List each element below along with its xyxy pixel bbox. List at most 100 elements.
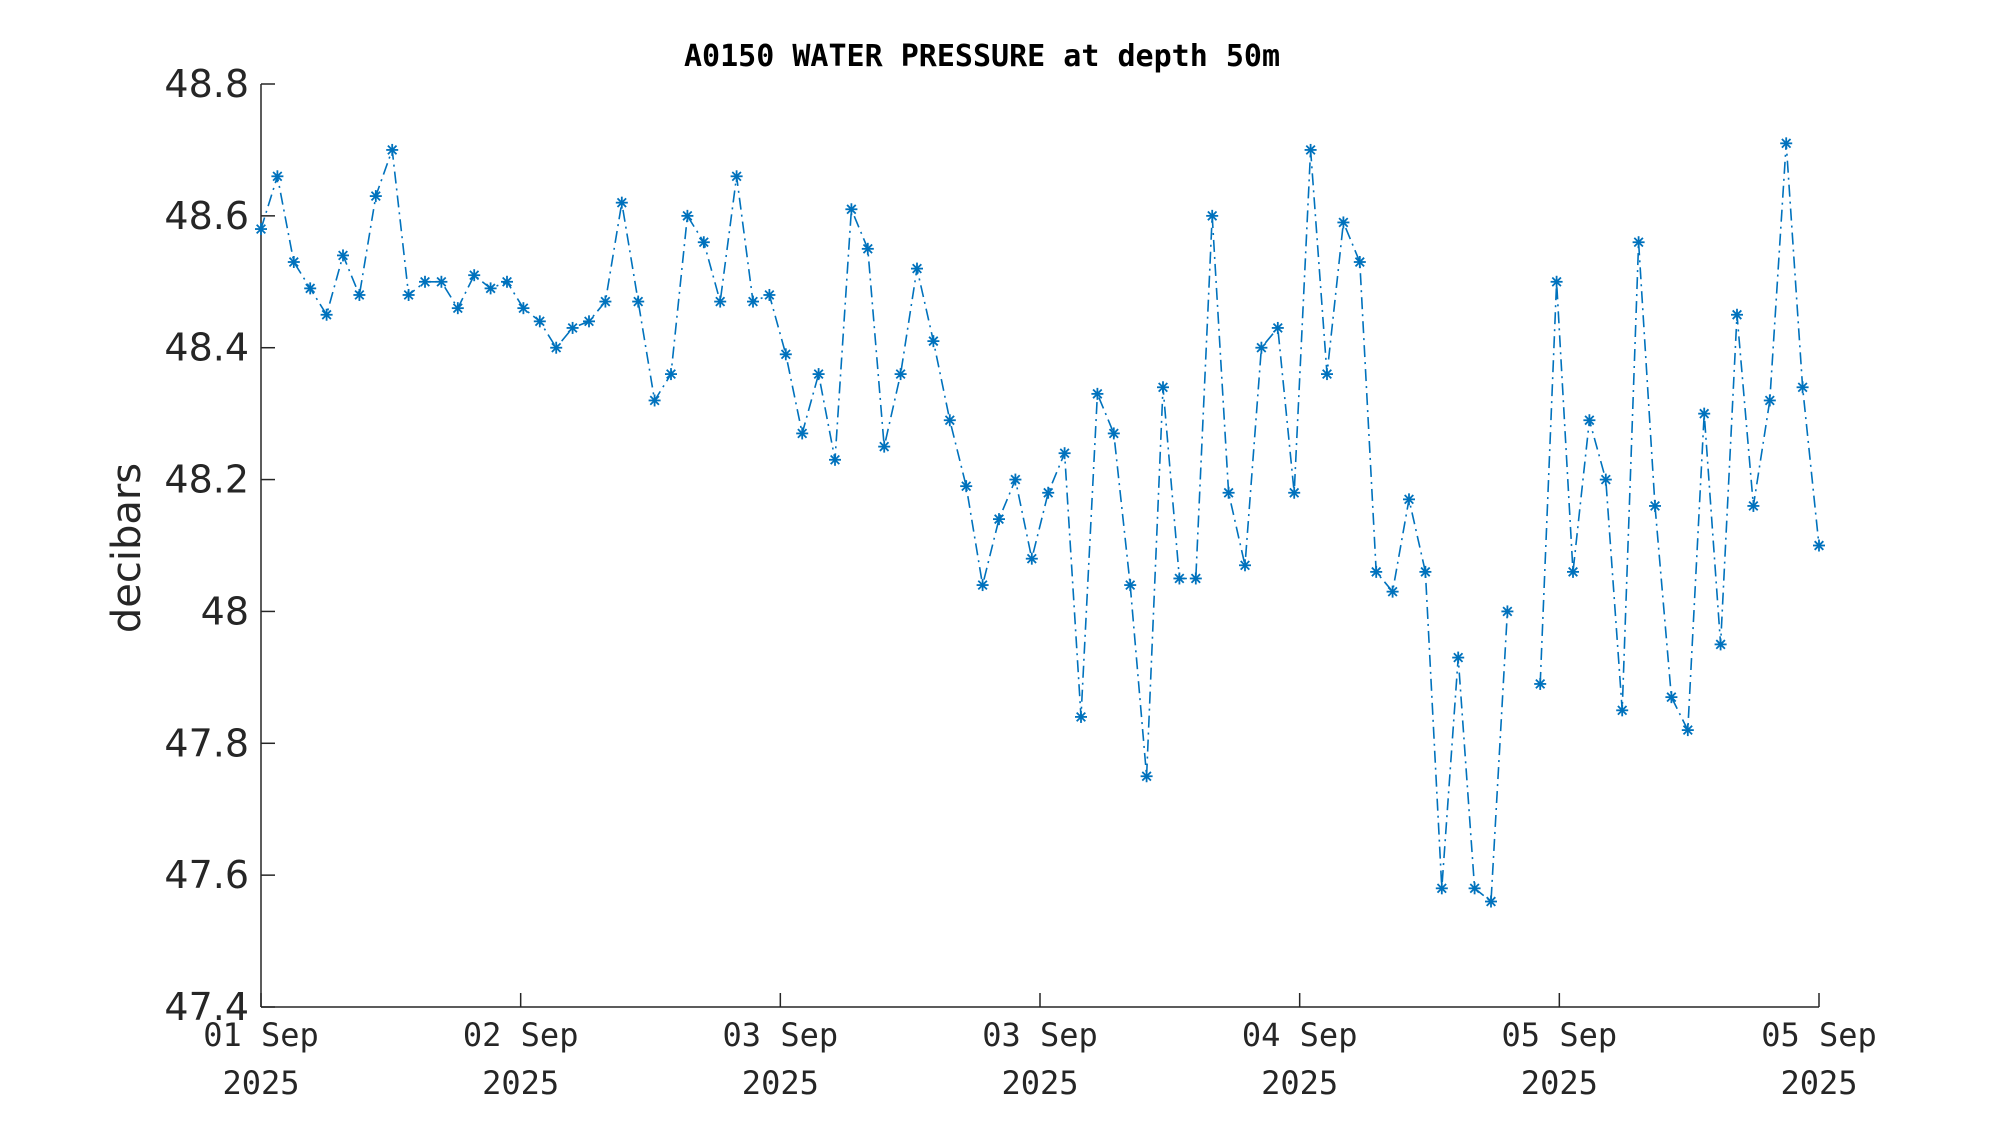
data-point-marker: [1304, 143, 1317, 156]
data-point-marker: [1534, 677, 1547, 690]
data-point-marker: [1386, 585, 1399, 598]
data-point-marker: [1501, 605, 1514, 618]
data-point-marker: [468, 269, 481, 282]
data-point-marker: [665, 368, 677, 381]
data-point-marker: [1419, 565, 1432, 578]
data-point-marker: [1239, 559, 1251, 572]
data-point-marker: [960, 480, 973, 493]
data-point-marker: [1468, 882, 1481, 895]
y-tick-label: 48: [201, 589, 249, 633]
data-point-marker: [763, 288, 776, 301]
x-tick-label-year: 2025: [742, 1064, 819, 1102]
data-point-marker: [1714, 638, 1727, 651]
y-axis-label: decibars: [104, 463, 150, 633]
data-point-marker: [1091, 387, 1104, 400]
data-point-marker: [287, 256, 300, 269]
series-line: [260, 143, 1820, 904]
data-point-marker: [615, 196, 628, 209]
x-tick-label-day: 03 Sep: [723, 1016, 839, 1054]
data-point-marker: [993, 513, 1005, 526]
data-point-marker: [1763, 394, 1776, 407]
data-point-marker: [599, 295, 612, 308]
chart-title: A0150 WATER PRESSURE at depth 50m: [684, 39, 1280, 74]
data-point-marker: [796, 427, 809, 440]
data-point-marker: [501, 275, 513, 288]
data-point-marker: [1255, 341, 1268, 354]
data-point-marker: [1222, 486, 1235, 499]
y-tick-label: 48.6: [164, 194, 249, 238]
data-point-marker: [550, 341, 563, 354]
x-tick-label-year: 2025: [1261, 1064, 1338, 1102]
data-point-marker: [697, 236, 710, 249]
data-point-marker: [747, 295, 759, 308]
data-point-marker: [304, 282, 317, 295]
x-tick-label-day: 01 Sep: [203, 1016, 319, 1054]
y-tick-label: 47.4: [164, 985, 249, 1029]
y-tick-label: 48.4: [164, 326, 249, 370]
data-point-marker: [1567, 565, 1579, 578]
data-point-marker: [533, 315, 546, 328]
data-point-marker: [845, 203, 858, 216]
data-point-marker: [1698, 407, 1711, 420]
x-tick-label-day: 03 Sep: [982, 1016, 1098, 1054]
data-point-marker: [1370, 565, 1383, 578]
data-point-marker: [1353, 256, 1366, 269]
data-point-marker: [812, 368, 825, 381]
data-point-marker: [1813, 539, 1825, 552]
y-tick-label: 48.2: [164, 458, 249, 502]
data-point-marker: [337, 249, 349, 262]
data-point-marker: [451, 302, 464, 315]
data-point-marker: [976, 579, 989, 592]
x-tick-label-year: 2025: [1521, 1064, 1598, 1102]
x-tick-label-year: 2025: [1001, 1064, 1078, 1102]
data-point-marker: [1583, 414, 1596, 427]
data-point-marker: [894, 368, 907, 381]
y-tick-label: 47.6: [164, 853, 249, 897]
data-point-marker: [419, 275, 431, 288]
data-point-marker: [517, 302, 530, 315]
data-point-marker: [1140, 770, 1153, 783]
data-point-marker: [927, 335, 940, 348]
data-point-marker: [943, 414, 956, 427]
data-point-marker: [861, 242, 874, 255]
data-point-marker: [1337, 216, 1350, 229]
data-point-marker: [386, 143, 399, 156]
data-point-marker: [1731, 308, 1743, 321]
data-point-marker: [1058, 447, 1071, 460]
data-point-marker: [402, 288, 415, 301]
data-point-marker: [1550, 275, 1563, 288]
data-point-marker: [369, 190, 382, 203]
data-point-marker: [583, 315, 595, 328]
x-tick-label-day: 02 Sep: [463, 1016, 579, 1054]
data-point-marker: [1075, 710, 1087, 723]
data-point-marker: [1403, 493, 1415, 506]
x-tick-label-year: 2025: [1780, 1064, 1857, 1102]
data-point-marker: [1599, 473, 1612, 486]
data-point-marker: [1025, 552, 1038, 565]
data-point-marker: [1042, 486, 1055, 499]
data-point-marker: [1189, 572, 1202, 585]
data-point-marker: [779, 348, 792, 361]
x-ticks: 01 Sep 2025 02 Sep 2025 03 Sep 2025 03 Sep 2025…: [203, 993, 1877, 1102]
y-tick-label: 48.8: [164, 62, 249, 106]
data-point-marker: [1321, 368, 1333, 381]
data-point-marker: [730, 170, 743, 183]
data-point-marker: [320, 308, 333, 321]
data-point-marker: [632, 295, 645, 308]
data-point-marker: [1009, 473, 1022, 486]
data-point-marker: [271, 170, 284, 183]
x-tick-label-day: 05 Sep: [1502, 1016, 1618, 1054]
data-point-marker: [1649, 499, 1661, 512]
data-point-marker: [1632, 236, 1645, 249]
data-point-marker: [255, 223, 267, 236]
plot-area: [255, 137, 1825, 908]
data-point-marker: [1452, 651, 1465, 664]
x-tick-label-day: 04 Sep: [1242, 1016, 1358, 1054]
data-point-marker: [1747, 499, 1760, 512]
y-ticks: 47.4 47.6 47.8 48 48.2 48.4 48.6 48.8: [164, 62, 275, 1029]
data-point-marker: [353, 288, 366, 301]
data-point-marker: [1796, 381, 1809, 394]
data-point-marker: [681, 209, 694, 222]
data-point-marker: [1107, 427, 1120, 440]
y-tick-label: 47.8: [164, 721, 249, 765]
